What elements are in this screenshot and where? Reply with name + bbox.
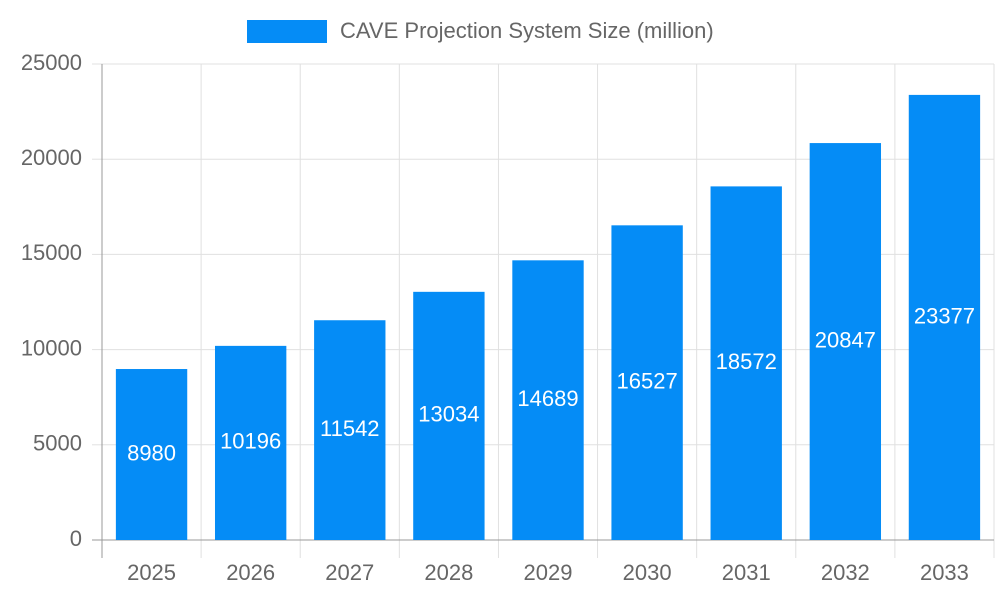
data-label: 11542 — [320, 416, 380, 441]
data-label: 16527 — [617, 368, 678, 393]
bar — [214, 345, 287, 540]
y-tick-label: 0 — [70, 526, 82, 551]
bar — [908, 94, 981, 540]
y-tick-label: 10000 — [21, 335, 82, 360]
data-label: 13034 — [418, 402, 479, 427]
x-tick-label: 2030 — [623, 560, 672, 585]
x-tick-label: 2029 — [524, 560, 573, 585]
legend-swatch — [247, 20, 327, 43]
x-tick-label: 2026 — [226, 560, 275, 585]
data-label: 10196 — [220, 429, 281, 454]
data-label: 14689 — [517, 386, 578, 411]
data-label: 20847 — [815, 327, 876, 352]
bar — [611, 225, 683, 540]
x-tick-label: 2033 — [920, 560, 969, 585]
x-tick-label: 2025 — [127, 560, 176, 585]
y-tick-label: 5000 — [33, 431, 82, 456]
x-tick-label: 2031 — [722, 560, 771, 585]
bar — [512, 260, 584, 540]
y-tick-label: 25000 — [21, 50, 82, 75]
bar — [809, 143, 882, 540]
data-label: 18572 — [716, 349, 777, 374]
x-tick-label: 2032 — [821, 560, 870, 585]
y-tick-label: 15000 — [21, 240, 82, 265]
bar — [314, 320, 386, 540]
data-label: 8980 — [127, 440, 176, 465]
bar — [115, 369, 188, 540]
bar — [413, 291, 485, 540]
x-tick-label: 2028 — [424, 560, 473, 585]
data-label: 23377 — [914, 303, 975, 328]
y-tick-label: 20000 — [21, 145, 82, 170]
bar — [710, 186, 782, 541]
legend-label: CAVE Projection System Size (million) — [340, 18, 714, 43]
x-tick-label: 2027 — [325, 560, 374, 585]
